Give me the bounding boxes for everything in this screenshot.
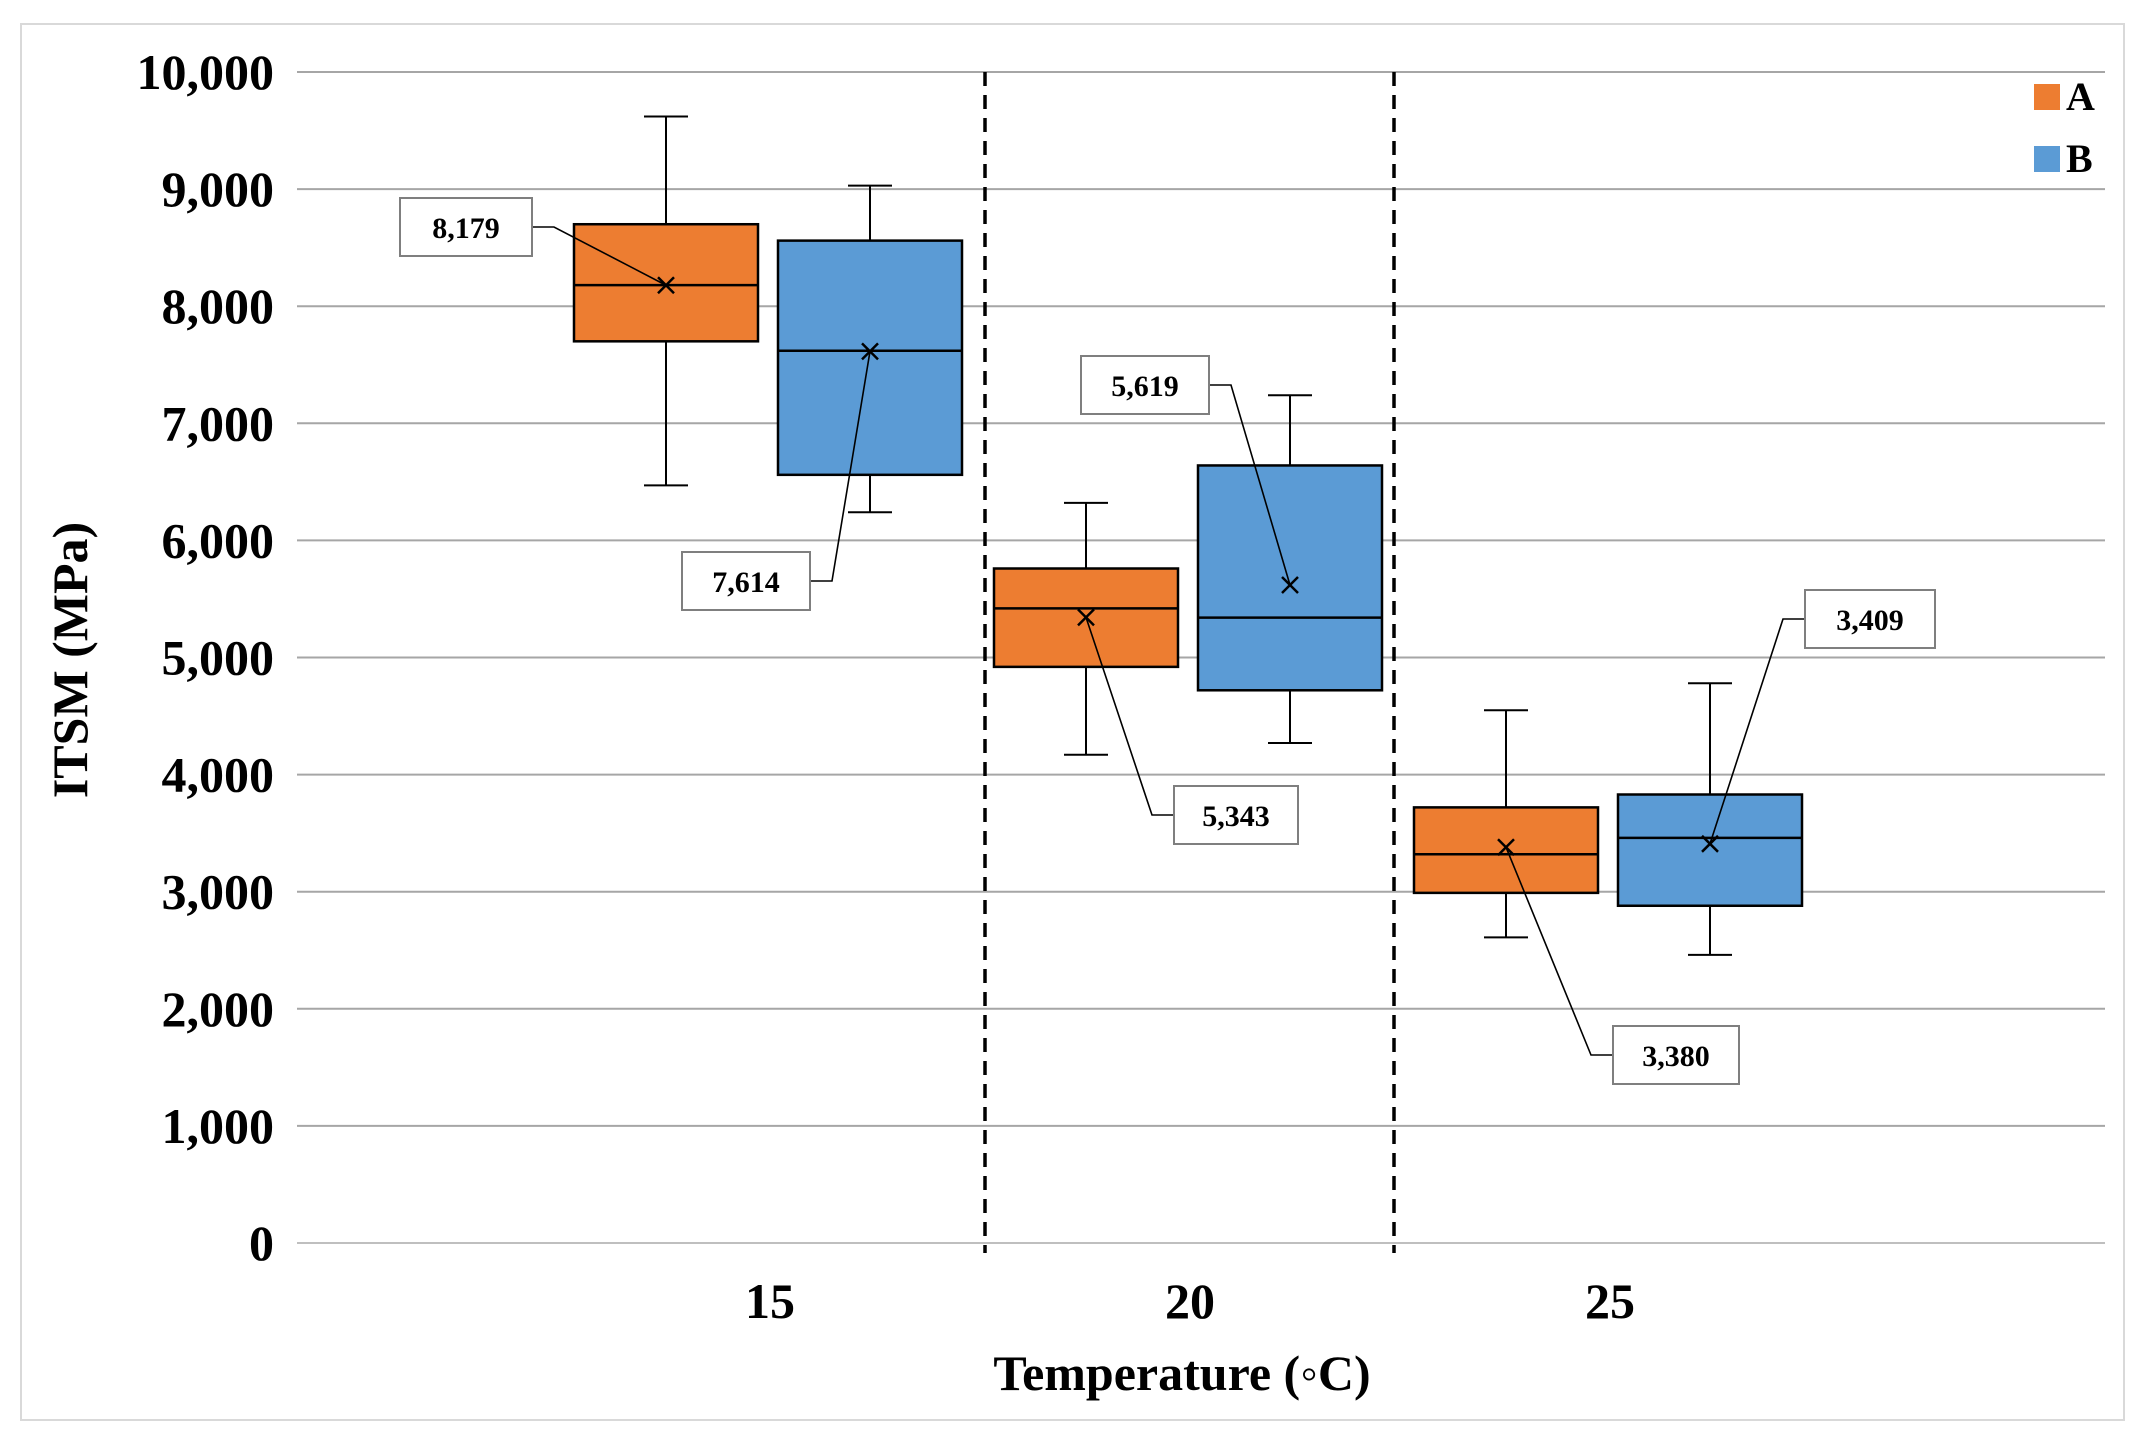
y-axis-title: ITSM (MPa) (42, 522, 98, 798)
callout-leader-b-20 (1209, 384, 1291, 586)
iqr-box-a-25 (1412, 806, 1600, 895)
y-tick-label-5000: 5,000 (162, 630, 275, 686)
callout-box-a-15 (399, 197, 533, 257)
mean-callout-b-20: 5,619 (1080, 355, 1291, 586)
callout-label-b-15: 7,614 (712, 566, 780, 599)
callout-leader-b-15 (810, 351, 871, 582)
box-plots (572, 115, 1804, 956)
callout-box-b-15 (681, 551, 811, 611)
x-axis-title: Temperature (◦C) (993, 1345, 1370, 1401)
chart-frame (20, 23, 2125, 1421)
box-b-25 (1616, 682, 1804, 956)
x-axis-ticks: 15 20 25 (745, 1273, 1635, 1329)
y-tick-label-4000: 4,000 (162, 747, 275, 803)
legend-label-a: A (2066, 74, 2095, 119)
y-tick-label-10000: 10,000 (137, 44, 275, 100)
y-tick-label-6000: 6,000 (162, 512, 275, 568)
iqr-box-b-15 (776, 239, 964, 477)
mean-callout-b-15: 7,614 (681, 351, 871, 611)
legend: A B (2034, 74, 2095, 181)
y-tick-label-9000: 9,000 (162, 161, 275, 217)
callout-box-b-25 (1804, 589, 1936, 649)
callout-label-a-15: 8,179 (432, 212, 500, 245)
callout-leader-a-15 (532, 226, 667, 286)
mean-callouts: 8,179 5,343 3,380 7,614 5,619 3,409 (399, 197, 1936, 1085)
callout-leader-b-25 (1709, 618, 1805, 845)
iqr-box-b-20 (1196, 464, 1384, 692)
callout-label-b-20: 5,619 (1111, 370, 1179, 403)
box-a-25 (1412, 709, 1600, 939)
callout-leader-a-25 (1505, 846, 1613, 1056)
callout-leader-a-20 (1085, 617, 1174, 816)
mean-callout-a-25: 3,380 (1505, 846, 1740, 1085)
y-axis-ticks: 0 1,000 2,000 3,000 4,000 5,000 6,000 7,000 8,00… (137, 44, 275, 1271)
callout-box-a-20 (1173, 785, 1299, 845)
legend-label-b: B (2066, 136, 2093, 181)
y-tick-label-7000: 7,000 (162, 395, 275, 451)
y-tick-label-8000: 8,000 (162, 278, 275, 334)
legend-swatch-a (2034, 84, 2060, 110)
x-tick-label-20: 20 (1165, 1273, 1215, 1329)
callout-label-b-25: 3,409 (1836, 604, 1904, 637)
mean-callout-b-25: 3,409 (1709, 589, 1936, 845)
box-b-20 (1196, 394, 1384, 744)
y-tick-label-2000: 2,000 (162, 981, 275, 1037)
iqr-box-a-15 (572, 222, 760, 343)
legend-swatch-b (2034, 146, 2060, 172)
x-tick-label-25: 25 (1585, 1273, 1635, 1329)
callout-label-a-20: 5,343 (1202, 800, 1270, 833)
callout-box-b-20 (1080, 355, 1210, 415)
box-b-15 (776, 184, 964, 514)
x-tick-label-15: 15 (745, 1273, 795, 1329)
y-tick-label-1000: 1,000 (162, 1098, 275, 1154)
box-a-15 (572, 115, 760, 487)
mean-callout-a-15: 8,179 (399, 197, 667, 286)
y-tick-label-3000: 3,000 (162, 864, 275, 920)
y-tick-label-0: 0 (249, 1215, 274, 1271)
callout-label-a-25: 3,380 (1642, 1040, 1710, 1073)
category-separators (983, 72, 1396, 1253)
iqr-box-b-25 (1616, 793, 1804, 908)
callout-box-a-25 (1612, 1025, 1740, 1085)
mean-callout-a-20: 5,343 (1085, 617, 1299, 845)
